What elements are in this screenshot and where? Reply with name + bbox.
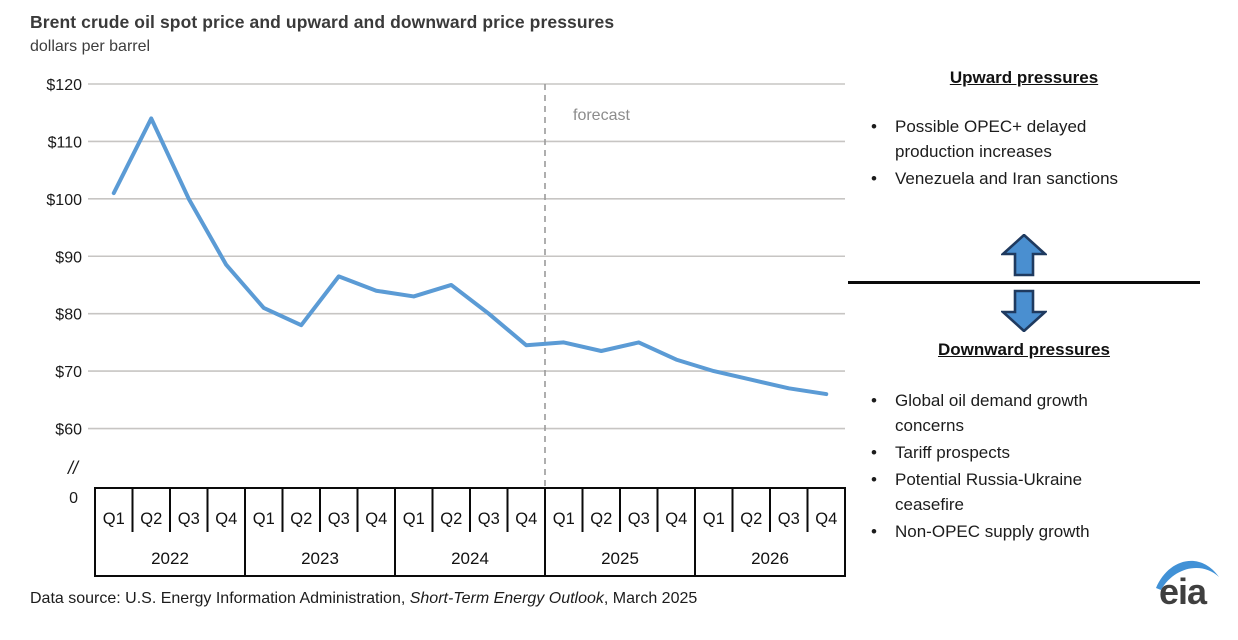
quarter-label: Q3 <box>328 510 350 528</box>
year-label: 2026 <box>751 549 789 568</box>
year-label: 2023 <box>301 549 339 568</box>
y-axis-tick-label: $80 <box>55 307 82 324</box>
chart-title: Brent crude oil spot price and upward an… <box>30 12 615 32</box>
quarter-label: Q2 <box>140 510 162 528</box>
y-axis-tick-label: $70 <box>55 364 82 381</box>
list-item: Non-OPEC supply growth <box>862 519 1144 544</box>
source-suffix: , March 2025 <box>603 590 698 607</box>
quarter-label: Q2 <box>740 510 762 528</box>
price-pressures-panel: Upward pressures Possible OPEC+ delayed … <box>848 0 1200 640</box>
quarter-label: Q4 <box>815 510 837 528</box>
axis-break-symbol: // <box>66 458 80 478</box>
quarter-label: Q3 <box>778 510 800 528</box>
upward-pressures-heading: Upward pressures <box>949 68 1099 87</box>
data-source-note: Data source: U.S. Energy Information Adm… <box>30 590 697 608</box>
quarter-label: Q4 <box>665 510 687 528</box>
quarter-label: Q1 <box>553 510 575 528</box>
list-item: Possible OPEC+ delayed production increa… <box>862 114 1144 164</box>
list-item: Venezuela and Iran sanctions <box>862 166 1144 191</box>
y-axis-tick-label: $110 <box>48 134 83 151</box>
year-label: 2025 <box>601 549 639 568</box>
brent-price-line-chart: $120 $110 $100 $90 $80 $70 $60 // 0 forecast Q1 Q2 Q… <box>46 77 846 577</box>
quarter-label: Q4 <box>365 510 387 528</box>
source-prefix: Data source: U.S. Energy Information Adm… <box>30 590 410 607</box>
quarter-label: Q1 <box>253 510 275 528</box>
quarter-label: Q2 <box>290 510 312 528</box>
eia-logo-text: eia <box>1159 571 1208 612</box>
y-axis-zero-label: 0 <box>69 490 78 507</box>
downward-pressures-list: Global oil demand growth concerns Tariff… <box>862 388 1144 546</box>
list-item: Potential Russia-Ukraine ceasefire <box>862 467 1144 517</box>
y-axis-tick-label: $60 <box>55 422 82 439</box>
quarter-label: Q2 <box>590 510 612 528</box>
year-label: 2024 <box>451 549 489 568</box>
list-item: Global oil demand growth concerns <box>862 388 1144 438</box>
down-arrow-icon <box>1001 289 1047 332</box>
y-axis-tick-label: $120 <box>46 77 82 94</box>
quarter-label: Q1 <box>703 510 725 528</box>
quarter-label: Q1 <box>403 510 425 528</box>
y-axis-tick-label: $100 <box>46 192 82 209</box>
brent-price-line <box>111 116 829 397</box>
source-publication: Short-Term Energy Outlook <box>409 590 604 607</box>
quarter-label: Q3 <box>628 510 650 528</box>
quarter-label: Q4 <box>515 510 537 528</box>
year-label: 2022 <box>151 549 189 568</box>
quarter-label: Q2 <box>440 510 462 528</box>
pressures-divider-line <box>848 281 1200 284</box>
quarter-label: Q1 <box>103 510 125 528</box>
upward-pressures-list: Possible OPEC+ delayed production increa… <box>862 114 1144 193</box>
y-axis-tick-label: $90 <box>55 249 82 266</box>
list-item: Tariff prospects <box>862 440 1144 465</box>
eia-logo-swoosh <box>1156 560 1219 590</box>
quarter-label: Q4 <box>215 510 237 528</box>
downward-pressures-heading: Downward pressures <box>938 340 1110 359</box>
quarter-label: Q3 <box>478 510 500 528</box>
quarter-label: Q3 <box>178 510 200 528</box>
up-arrow-icon <box>1001 234 1047 277</box>
eia-logo: eia <box>1156 560 1219 612</box>
up-down-arrows <box>1001 234 1047 332</box>
chart-units-subtitle: dollars per barrel <box>30 38 151 55</box>
forecast-label: forecast <box>573 107 630 124</box>
